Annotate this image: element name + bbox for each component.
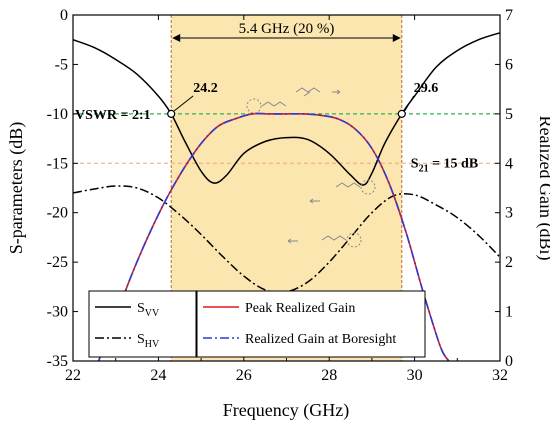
legend: SVV SHV Peak Realized Gain Realized Gain at…: [88, 290, 426, 358]
y-right-tick-label: 6: [505, 56, 513, 73]
wave-circle: [360, 179, 376, 195]
y-left-tick-label: -35: [47, 353, 68, 370]
x-tick-label: 24: [150, 367, 166, 384]
right-marker-leader: [404, 95, 415, 112]
wave-zigzag: [261, 101, 287, 107]
s21-label: S21 = 15 dB: [411, 156, 478, 174]
ticks: 22 24 26 28 30 320-5-10-15-20-25-30-35 0123456…: [47, 7, 513, 384]
y-left-tick-label: -30: [47, 304, 68, 321]
legend-item-peak-gain-label: Peak Realized Gain: [245, 301, 355, 316]
y-left-tick-label: 0: [60, 7, 68, 24]
left-marker-circle: [167, 109, 176, 118]
y-right-tick-label: 5: [505, 106, 513, 123]
y-left-tick-label: -20: [47, 205, 68, 222]
wave-arrow-3: [287, 238, 298, 244]
y-right-tick-label: 2: [505, 254, 513, 271]
wave-decorations: [246, 87, 376, 248]
y-left-tick-label: -5: [55, 56, 68, 73]
legend-item-shv: SHV: [95, 332, 160, 350]
x-tick-label: 26: [236, 367, 252, 384]
wave-symbol-4: [295, 87, 321, 97]
legend-item-svv-label: SVV: [137, 301, 160, 319]
wave-zigzag: [321, 235, 347, 241]
svv-line: [73, 32, 500, 186]
y-right-tick-label: 7: [505, 7, 513, 24]
band-arrow-left-head: [172, 34, 181, 42]
band-label: 5.4 GHz (20 %): [239, 21, 335, 37]
legend-item-boresight-gain-label: Realized Gain at Boresight: [245, 332, 396, 347]
left-marker-label: 24.2: [193, 81, 218, 96]
legend-item-svv: SVV: [95, 301, 160, 319]
boresight-gain-line: [97, 112, 450, 361]
wave-zigzag: [335, 182, 361, 188]
right-marker-label: 29.6: [414, 81, 439, 96]
wave-circle: [346, 232, 362, 248]
wave-circle: [246, 98, 262, 114]
y-right-tick-label: 1: [505, 304, 513, 321]
wave-symbol-1: [246, 98, 287, 114]
wave-arrow-1: [332, 89, 341, 95]
y-left-tick-label: -10: [47, 106, 68, 123]
annotations: VSWR = 2:1 24.2 29.6 S21 = 15 dB: [75, 81, 478, 174]
y-right-tick-label: 4: [505, 155, 513, 172]
y-axis-right-title: Realized Gain (dBi): [535, 116, 550, 261]
x-tick-label: 28: [321, 367, 337, 384]
x-tick-label: 22: [65, 367, 81, 384]
y-right-tick-label: 0: [505, 353, 513, 370]
y-left-tick-label: -15: [47, 155, 68, 172]
left-marker-leader: [173, 95, 194, 112]
legend-item-boresight-gain: Realized Gain at Boresight: [203, 332, 396, 347]
y-axis-left-title: S-parameters (dB): [6, 122, 27, 254]
wave-symbol-3: [321, 232, 362, 248]
vswr-label: VSWR = 2:1: [75, 108, 151, 123]
band-arrow-right-head: [392, 34, 401, 42]
legend-box-left: [88, 290, 197, 358]
y-right-tick-label: 3: [505, 205, 513, 222]
legend-item-peak-gain: Peak Realized Gain: [203, 301, 355, 316]
x-tick-label: 30: [407, 367, 423, 384]
right-marker-circle: [397, 109, 406, 118]
wave-arrow-2: [309, 198, 320, 204]
wave-symbol-2: [335, 179, 376, 195]
legend-item-shv-label: SHV: [137, 332, 160, 350]
y-left-tick-label: -25: [47, 254, 68, 271]
legend-box-right: [196, 290, 426, 358]
x-axis-title: Frequency (GHz): [223, 400, 349, 421]
x-tick-label: 32: [492, 367, 508, 384]
